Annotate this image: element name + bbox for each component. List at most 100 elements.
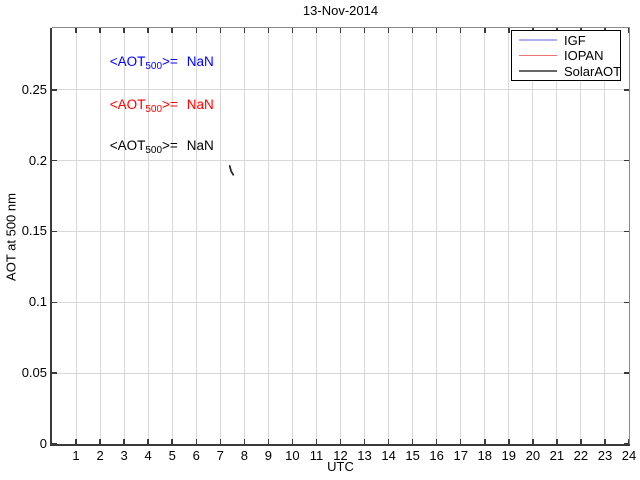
chart-title: 13-Nov-2014 xyxy=(302,3,379,18)
annotation-suffix: >= xyxy=(162,53,178,69)
annotation-prefix: <AOT xyxy=(109,96,146,112)
gridline-vertical xyxy=(604,28,606,444)
x-tick-label: 4 xyxy=(144,448,152,463)
aot-mean-annotation: <AOT500>= NaN xyxy=(109,96,214,115)
x-tick-mark xyxy=(556,439,558,444)
x-tick-mark xyxy=(604,439,606,444)
annotation-value: NaN xyxy=(186,137,214,153)
annotation-subscript: 500 xyxy=(145,103,163,115)
x-tick-mark-top xyxy=(243,28,246,33)
y-tick-mark xyxy=(52,89,57,91)
gridline-vertical xyxy=(75,28,77,444)
x-tick-mark-top xyxy=(171,28,173,33)
gridline-horizontal xyxy=(52,89,629,91)
legend: IGF IOPAN SolarAOT xyxy=(511,30,621,81)
x-tick-mark xyxy=(508,439,510,444)
axis-border-bottom xyxy=(50,444,630,446)
x-tick-mark xyxy=(195,439,197,444)
gridline-vertical xyxy=(315,28,317,444)
x-tick-mark-top xyxy=(411,28,414,33)
x-tick-mark xyxy=(532,439,534,444)
x-tick-mark xyxy=(99,439,101,444)
x-tick-mark xyxy=(315,439,318,444)
annotation-subscript: 500 xyxy=(145,60,163,72)
y-tick-label: 0.05 xyxy=(21,365,47,381)
x-tick-label: 7 xyxy=(216,448,224,463)
y-tick-label: 0 xyxy=(39,436,47,451)
x-tick-mark-top xyxy=(508,28,510,33)
gridline-vertical xyxy=(388,28,390,444)
axis-border-top xyxy=(52,27,630,28)
x-tick-label: 19 xyxy=(501,448,517,463)
gridline-vertical xyxy=(556,28,558,444)
x-tick-label: 8 xyxy=(240,448,248,463)
x-tick-mark xyxy=(171,439,173,444)
x-tick-labels: 1 2 3 4 5 6 7 8 9 10 11 12 13 14 15 16 17 18 19 20 21 22 23 24 xyxy=(52,448,636,463)
legend-line-iopan-icon xyxy=(519,54,557,57)
series-layer xyxy=(228,165,235,176)
annotation-suffix: >= xyxy=(162,137,178,153)
y-tick-label: 0.2 xyxy=(28,152,47,168)
y-tick-mark-right xyxy=(624,372,629,374)
y-tick-mark xyxy=(52,159,57,162)
legend-row: IOPAN xyxy=(519,49,620,62)
gridline-horizontal xyxy=(52,301,629,303)
legend-line-igf-icon xyxy=(519,38,557,42)
gridline-vertical xyxy=(460,28,462,444)
x-tick-label: 22 xyxy=(573,448,589,463)
gridline-vertical xyxy=(147,28,149,444)
gridline-vertical xyxy=(340,28,341,444)
y-tick-mark-right xyxy=(624,230,629,233)
x-axis-label: UTC xyxy=(327,459,354,474)
plot-area xyxy=(50,27,630,446)
gridline-vertical xyxy=(364,28,366,444)
y-tick-mark-right xyxy=(624,159,629,162)
x-tick-mark-top xyxy=(147,28,149,33)
gridline-vertical xyxy=(291,28,293,444)
annotation-prefix: <AOT xyxy=(109,137,146,153)
x-tick-mark-top xyxy=(75,28,77,33)
y-tick-mark xyxy=(52,230,57,233)
gridline-vertical xyxy=(436,28,438,444)
x-tick-label: 12 xyxy=(333,448,348,463)
gridline-horizontal xyxy=(52,372,629,374)
x-tick-mark xyxy=(459,439,462,444)
aot-mean-annotation: <AOT500>= NaN xyxy=(109,137,214,156)
x-tick-mark xyxy=(387,439,390,444)
x-tick-mark xyxy=(123,439,125,444)
gridline-horizontal xyxy=(52,230,629,232)
x-tick-mark-top xyxy=(484,28,486,33)
x-tick-label: 23 xyxy=(597,448,613,463)
x-tick-label: 21 xyxy=(549,448,565,463)
x-tick-mark xyxy=(219,439,222,444)
gridline-vertical xyxy=(195,28,197,444)
axis-border-left xyxy=(50,28,52,446)
y-tick-mark xyxy=(52,301,57,304)
x-tick-label: 2 xyxy=(96,448,104,463)
x-tick-mark xyxy=(339,439,342,444)
annotation-value: NaN xyxy=(186,53,214,69)
x-tick-mark-top xyxy=(387,28,390,33)
gridline-vertical xyxy=(532,28,534,444)
x-tick-label: 18 xyxy=(477,448,492,463)
x-tick-label: 20 xyxy=(525,448,541,463)
x-tick-label: 17 xyxy=(453,448,468,463)
x-tick-mark-top xyxy=(219,28,222,33)
gridline-vertical xyxy=(267,28,269,444)
x-tick-mark xyxy=(580,439,582,444)
x-tick-label: 3 xyxy=(120,448,128,463)
x-tick-mark xyxy=(147,439,149,444)
legend-line-solaraot-icon xyxy=(519,70,557,72)
x-tick-label: 15 xyxy=(405,448,420,463)
x-tick-mark xyxy=(411,439,414,444)
axis-border-right xyxy=(629,27,630,444)
x-tick-label: 14 xyxy=(381,448,396,463)
aot-mean-annotation: <AOT500>= NaN xyxy=(110,53,214,72)
x-tick-mark xyxy=(363,439,366,444)
gridline-vertical xyxy=(99,28,101,444)
x-tick-mark-top xyxy=(267,28,270,33)
gridline-vertical xyxy=(412,28,414,444)
x-tick-mark-top xyxy=(291,28,294,33)
x-tick-mark xyxy=(435,439,438,444)
